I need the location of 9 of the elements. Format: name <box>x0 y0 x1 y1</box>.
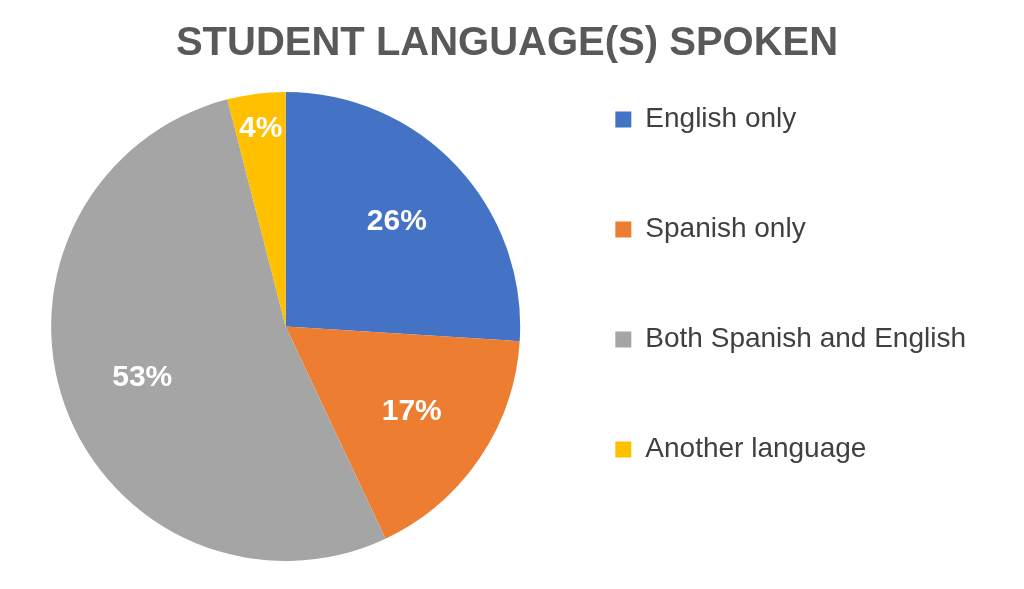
legend-label: Spanish only <box>645 212 806 244</box>
data-label: 17% <box>381 393 442 427</box>
legend-label: English only <box>645 102 797 134</box>
chart-title: STUDENT LANGUAGE(S) SPOKEN <box>175 19 839 64</box>
legend-label: Both Spanish and English <box>645 322 967 354</box>
data-label: 4% <box>239 110 283 144</box>
data-label: 26% <box>366 203 427 237</box>
data-label: 53% <box>112 359 173 393</box>
legend-label: Another language <box>645 432 867 464</box>
